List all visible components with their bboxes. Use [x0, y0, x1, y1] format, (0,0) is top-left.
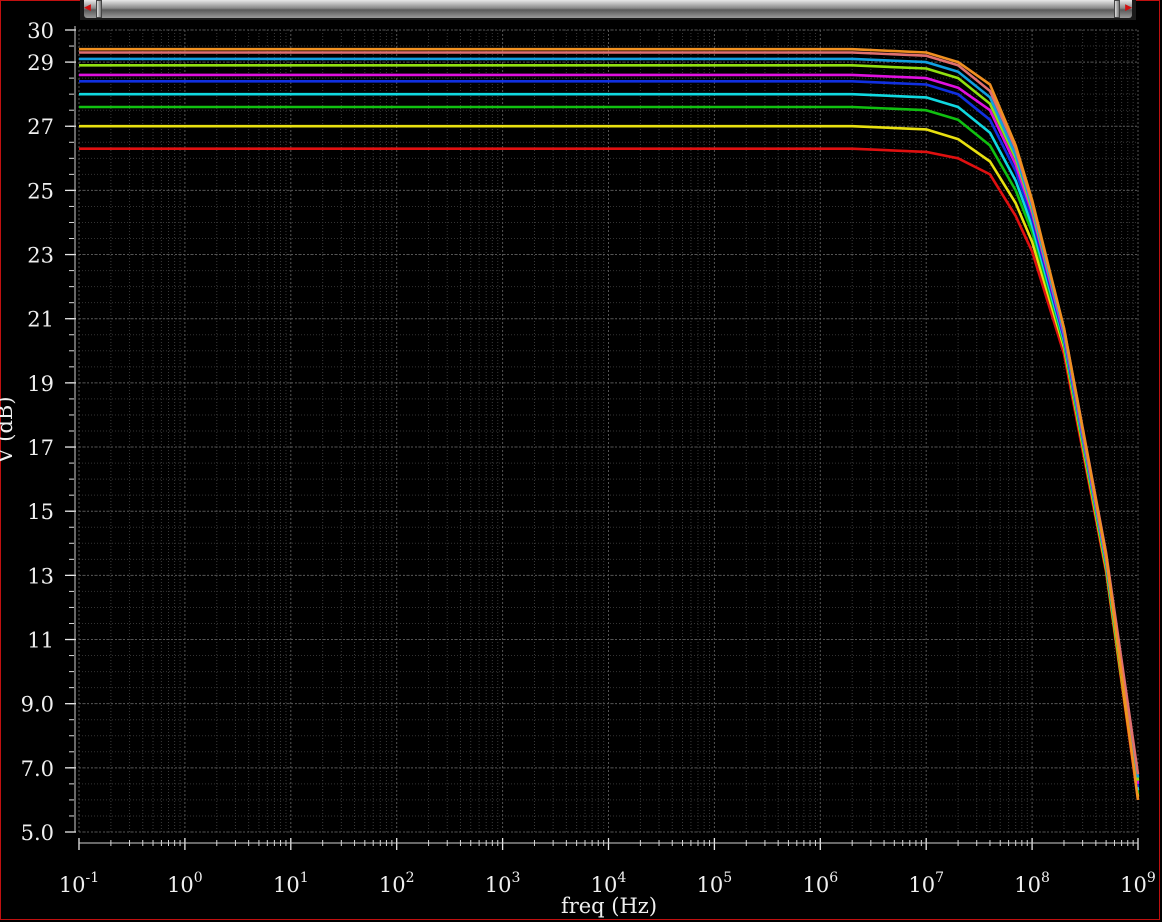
- x-axis-label: freq (Hz): [561, 894, 657, 918]
- y-tick-label: 19: [27, 372, 54, 396]
- horizontal-scrollbar[interactable]: ◀ ▶: [80, 0, 1136, 20]
- x-tick-label: 107: [908, 870, 944, 897]
- x-tick-label: 106: [802, 870, 838, 897]
- series-line-6: [79, 73, 1140, 785]
- y-tick-label: 17: [27, 436, 54, 460]
- arrow-left-icon[interactable]: ◀: [84, 3, 91, 13]
- y-tick-label: 5.0: [21, 821, 54, 845]
- y-tick-label: 13: [27, 564, 54, 588]
- x-tick-label: 108: [1014, 870, 1050, 897]
- x-tick-label: 105: [697, 870, 733, 897]
- x-tick-label: 109: [1120, 870, 1156, 897]
- arrow-right-icon[interactable]: ▶: [1125, 3, 1132, 13]
- y-tick-label: 15: [27, 500, 54, 524]
- x-tick-label: 101: [273, 870, 309, 897]
- x-tick-label: 103: [485, 870, 521, 897]
- scrollbar-handle-left[interactable]: [96, 0, 102, 18]
- y-tick-label: 27: [27, 115, 54, 139]
- y-tick-label: 30: [27, 19, 54, 43]
- axes: [65, 26, 1139, 850]
- tick-labels: 10-1 100 101 102 103 104 105 106 107 108 109 5.0 7.0…: [21, 19, 1156, 897]
- y-tick-label: 9.0: [21, 693, 54, 717]
- y-tick-label: 7.0: [21, 757, 54, 781]
- x-tick-label: 102: [379, 870, 415, 897]
- x-tick-label: 10-1: [59, 870, 99, 897]
- y-tick-label: 23: [27, 244, 54, 268]
- y-axis-label: V (dB): [0, 396, 17, 464]
- scrollbar-track[interactable]: ◀ ▶: [84, 0, 1132, 18]
- x-tick-label: 100: [167, 870, 203, 897]
- major-grid: [78, 29, 1139, 833]
- y-tick-label: 11: [27, 629, 54, 653]
- minor-grid: [79, 29, 1138, 833]
- y-tick-label: 29: [27, 51, 54, 75]
- scrollbar-handle-right[interactable]: [1114, 0, 1120, 18]
- series-lines: [79, 47, 1140, 801]
- x-tick-label: 104: [591, 870, 627, 897]
- series-line-10: [79, 47, 1140, 801]
- y-tick-label: 21: [27, 308, 54, 332]
- y-tick-label: 25: [27, 179, 54, 203]
